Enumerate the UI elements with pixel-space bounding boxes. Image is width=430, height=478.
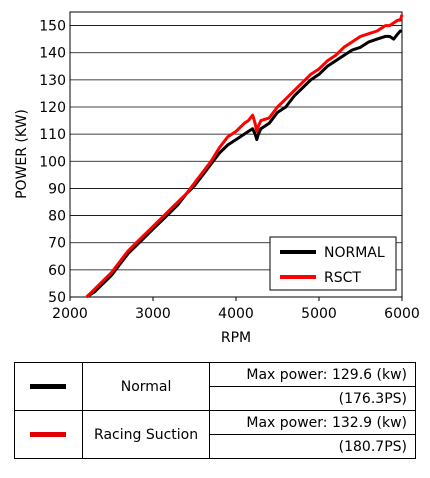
y-tick-label: 150: [39, 19, 66, 35]
max-power-racing: Max power: 132.9 (kw): [209, 410, 416, 435]
x-axis-label: RPM: [221, 330, 251, 346]
legend-label-normal: NORMAL: [324, 245, 385, 261]
y-tick-labels: 50 60 70 80 90 100 110 120 130 140 150: [39, 19, 66, 306]
power-summary-table: Normal Max power: 129.6 (kw) (176.3PS) R…: [14, 362, 416, 459]
series-line-rsct: [85, 14, 404, 299]
x-tick-label: 3000: [135, 306, 171, 322]
table-row-racing-b: (180.7PS): [15, 434, 416, 459]
y-tick-label: 50: [48, 290, 66, 306]
x-tick-label: 2000: [52, 306, 88, 322]
series-layer: [85, 14, 404, 299]
table-row-normal-a: Normal Max power: 129.6 (kw): [14, 362, 416, 411]
x-tick-label: 5000: [301, 306, 337, 322]
x-tick-label: 6000: [384, 306, 420, 322]
y-tick-label: 130: [39, 73, 66, 89]
y-tick-label: 120: [39, 100, 66, 116]
ps-normal: (176.3PS): [209, 386, 416, 411]
y-tick-label: 90: [48, 181, 66, 197]
legend-label-rsct: RSCT: [324, 270, 361, 286]
x-tick-labels: 2000 3000 4000 5000 6000: [52, 297, 420, 322]
y-tick-label: 60: [48, 263, 66, 279]
y-tick-label: 140: [39, 46, 66, 62]
ps-racing: (180.7PS): [209, 434, 416, 459]
x-tick-label: 4000: [218, 306, 254, 322]
name-cell-racing: Racing Suction: [81, 410, 211, 459]
normal-swatch: [30, 384, 67, 389]
swatch-cell-normal: [14, 362, 83, 411]
series-line-normal: [85, 29, 402, 299]
y-tick-label: 70: [48, 236, 66, 252]
power-chart: 50 60 70 80 90 100 110 120 130 140 150 2000 3000 400…: [14, 11, 420, 346]
swatch-cell-racing: [14, 410, 83, 459]
y-tick-label: 110: [39, 127, 66, 143]
y-axis-label: POWER (KW): [14, 109, 30, 199]
table-row-racing-a: Racing Suction Max power: 132.9 (kw): [14, 410, 416, 459]
legend: NORMAL RSCT: [269, 236, 397, 291]
legend-box: [269, 236, 397, 291]
racing-suction-swatch: [30, 432, 67, 437]
max-power-normal: Max power: 129.6 (kw): [209, 362, 416, 387]
y-tick-label: 100: [39, 154, 66, 170]
y-tick-label: 80: [48, 209, 66, 225]
name-cell-normal: Normal: [81, 362, 211, 411]
